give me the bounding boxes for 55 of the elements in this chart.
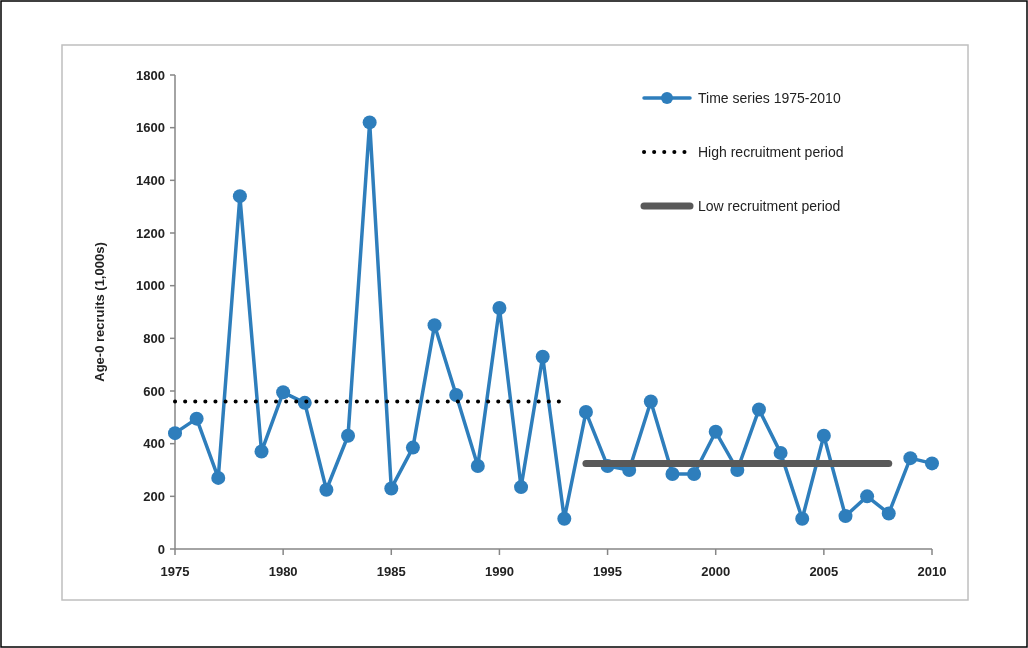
x-tick-label: 2000: [701, 564, 731, 579]
point: [189, 411, 204, 426]
point: [860, 489, 875, 504]
y-tick-label: 200: [143, 488, 165, 504]
y-tick-label: 1200: [136, 225, 165, 241]
point: [903, 451, 918, 466]
point: [514, 480, 529, 495]
y-tick-label: 800: [143, 330, 165, 346]
x-tick-label: 2005: [809, 564, 839, 579]
y-tick-label: 1000: [136, 278, 165, 294]
point: [276, 385, 291, 400]
point: [211, 470, 226, 485]
point: [362, 115, 377, 130]
point: [881, 506, 896, 521]
y-tick-label: 600: [143, 383, 165, 399]
x-tick-label: 1985: [376, 564, 406, 579]
point: [297, 395, 312, 410]
point: [254, 444, 269, 459]
point: [319, 482, 334, 497]
point: [838, 509, 853, 524]
point: [384, 481, 399, 496]
x-tick-label: 1980: [268, 564, 298, 579]
y-tick-label: 0: [157, 541, 165, 557]
point: [925, 456, 939, 471]
point: [427, 318, 442, 333]
point: [535, 349, 550, 364]
x-tick-label: 2010: [917, 564, 947, 579]
point: [795, 511, 810, 526]
y-axis-title: Age-0 recruits (1,000s): [92, 242, 107, 382]
point: [665, 466, 680, 481]
legend-label: Low recruitment period: [698, 197, 841, 214]
y-tick-label: 1800: [136, 67, 165, 83]
point: [168, 426, 182, 441]
y-tick-label: 1400: [136, 172, 165, 188]
x-tick-label: 1990: [484, 564, 514, 579]
point: [773, 445, 788, 460]
point: [687, 466, 702, 481]
x-tick-label: 1975: [160, 564, 190, 579]
point: [751, 402, 766, 417]
point: [492, 301, 507, 316]
point: [232, 189, 247, 204]
point: [578, 405, 593, 420]
y-tick-label: 1600: [136, 120, 165, 136]
point: [643, 394, 658, 409]
point: [449, 387, 464, 402]
legend-label: Time series 1975-2010: [698, 89, 841, 106]
point: [816, 428, 831, 443]
x-tick-label: 1995: [593, 564, 623, 579]
point: [557, 511, 572, 526]
legend-label: High recruitment period: [698, 143, 844, 160]
point: [341, 428, 356, 443]
y-tick-label: 400: [143, 436, 165, 452]
point: [708, 424, 723, 439]
point: [405, 440, 420, 455]
point: [470, 459, 485, 474]
